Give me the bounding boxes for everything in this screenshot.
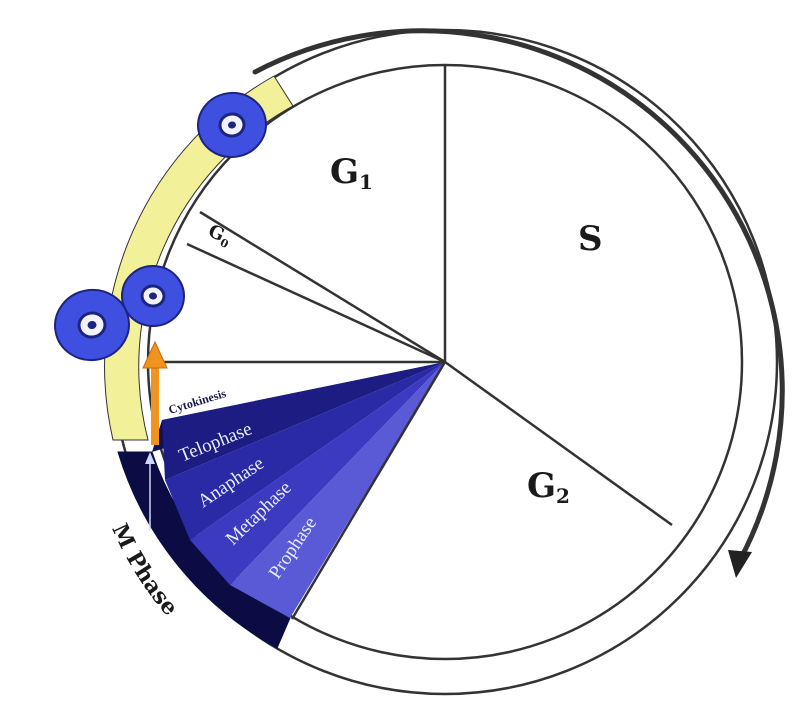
metaphase-wedge (190, 362, 445, 585)
cell-icon (54, 288, 130, 362)
cell-icon (121, 264, 185, 328)
sector-line-g0-top (199, 210, 446, 364)
sector-line-prophase-end (290, 361, 447, 620)
label-s: S (578, 219, 603, 259)
telophase-wedge (162, 362, 445, 480)
anaphase-wedge (165, 362, 445, 540)
sector-line-s-g2 (444, 360, 673, 527)
cycle-direction-arrow (252, 28, 785, 563)
label-g2: G2 (527, 466, 570, 508)
cytokinesis-arrowhead (142, 340, 168, 369)
sector-line-g0-bottom (186, 242, 446, 364)
yellow-band (104, 75, 294, 441)
label-g1: G1 (330, 152, 373, 194)
m-phase-arrowhead (145, 452, 155, 464)
prophase-wedge (230, 362, 445, 618)
cycle-direction-arrowhead (728, 550, 752, 578)
